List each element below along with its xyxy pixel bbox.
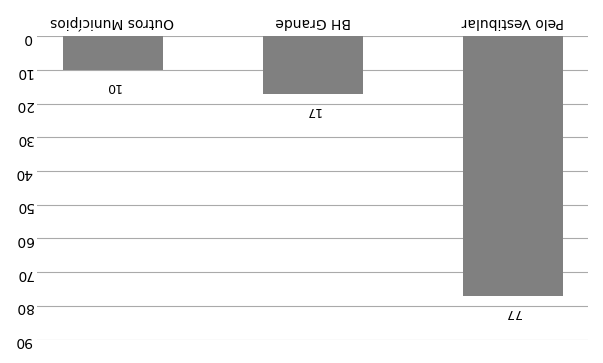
Bar <box>63 36 163 70</box>
Bar <box>263 36 363 94</box>
Text: 17: 17 <box>305 104 321 117</box>
Text: 77: 77 <box>505 306 521 319</box>
Bar <box>463 36 563 296</box>
Text: 10: 10 <box>104 80 121 93</box>
